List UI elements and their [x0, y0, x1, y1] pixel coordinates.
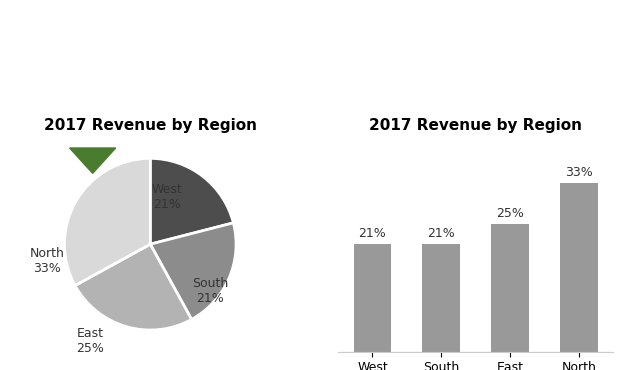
- Text: percent of total: percent of total: [120, 93, 237, 106]
- Text: column chart.: column chart.: [346, 93, 438, 106]
- Bar: [354, 244, 391, 352]
- Text: 25%: 25%: [496, 207, 524, 220]
- Text: are looking at: are looking at: [26, 93, 123, 106]
- Wedge shape: [150, 158, 233, 244]
- Text: South
21%: South 21%: [192, 278, 228, 305]
- Bar: [423, 244, 460, 352]
- Title: 2017 Revenue by Region: 2017 Revenue by Region: [369, 118, 582, 133]
- Wedge shape: [64, 158, 150, 286]
- Title: 2017 Revenue by Region: 2017 Revenue by Region: [44, 118, 257, 133]
- Text: 33%: 33%: [565, 166, 593, 179]
- Polygon shape: [389, 148, 435, 173]
- Polygon shape: [69, 148, 116, 173]
- Text: .: .: [248, 93, 252, 106]
- Text: Pie Charts make it easy for the: Pie Charts make it easy for the: [26, 28, 232, 41]
- Wedge shape: [150, 223, 236, 319]
- Text: North
33%: North 33%: [30, 248, 64, 275]
- Text: reader to quickly see that we: reader to quickly see that we: [26, 61, 222, 74]
- Wedge shape: [75, 244, 192, 330]
- Text: East
25%: East 25%: [76, 327, 104, 355]
- Bar: [560, 183, 598, 352]
- Text: 21%: 21%: [428, 227, 455, 240]
- Text: determine this when looking a: determine this when looking a: [346, 61, 548, 74]
- Text: West
21%: West 21%: [152, 183, 183, 211]
- Text: 21%: 21%: [359, 227, 386, 240]
- Bar: [491, 224, 529, 352]
- Text: Can be harder for the reader to: Can be harder for the reader to: [346, 28, 555, 41]
